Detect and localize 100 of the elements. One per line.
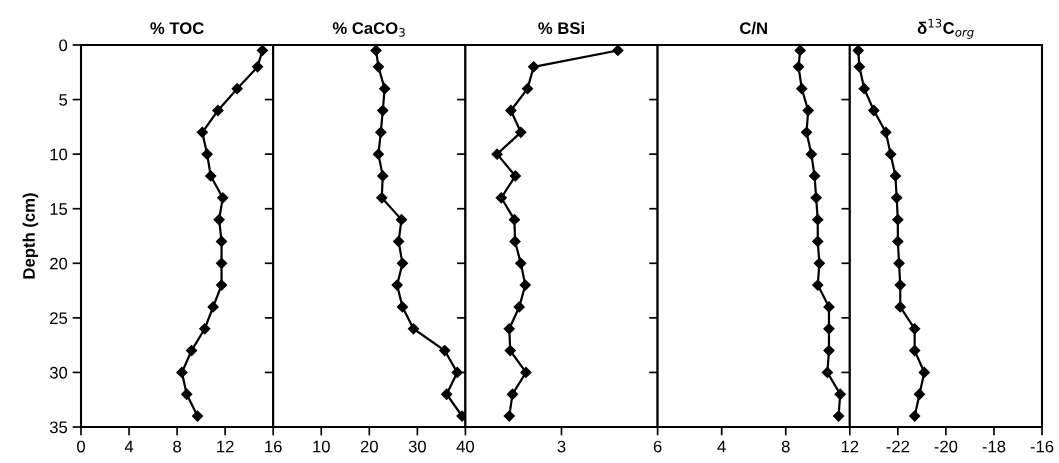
point (395, 214, 408, 226)
x-tick-label: 0 (77, 440, 85, 453)
point (880, 126, 892, 138)
point (393, 235, 405, 248)
x-tick-label: 10 (313, 440, 330, 453)
y-tick-label: 20 (50, 257, 68, 270)
point (256, 45, 268, 57)
point (503, 323, 515, 335)
point (213, 214, 225, 226)
x-tick-label: 40 (456, 440, 475, 453)
point (370, 45, 382, 57)
point (858, 83, 870, 95)
y-axis-title: Depth (cm) (22, 193, 39, 279)
point (181, 388, 193, 400)
point (215, 235, 228, 248)
point (909, 410, 921, 422)
point (909, 344, 921, 357)
x-tick-label: 8 (781, 440, 790, 453)
point (504, 344, 516, 357)
chart-title: % BSi (538, 21, 584, 35)
point (391, 279, 403, 291)
point (812, 279, 824, 291)
point (515, 257, 527, 269)
x-tick-label: 6 (653, 440, 662, 453)
point (508, 214, 521, 226)
x-tick-label: 4 (717, 440, 726, 453)
point (199, 323, 211, 335)
point (196, 126, 208, 138)
point (796, 83, 808, 95)
point (832, 410, 845, 422)
point (802, 104, 814, 117)
point (894, 279, 906, 291)
point (892, 235, 904, 248)
y-tick-label: 5 (59, 94, 68, 106)
point (212, 104, 224, 117)
point (396, 257, 409, 269)
point (372, 61, 385, 73)
point (509, 235, 521, 248)
chart-title: % TOC (150, 22, 204, 35)
y-tick-label: 15 (50, 203, 68, 215)
point (885, 148, 897, 160)
point (439, 344, 451, 357)
chart-title: δ$^{13}$C$_{org}$ (917, 18, 974, 39)
point (379, 83, 391, 95)
point (217, 192, 229, 204)
point (792, 61, 805, 73)
point (893, 257, 905, 269)
x-tick-label: -16 (1030, 440, 1054, 453)
point (491, 148, 503, 160)
chart-title: C/N (740, 21, 767, 35)
point (805, 148, 817, 160)
point (451, 366, 463, 379)
x-tick-label: -18 (982, 440, 1006, 453)
point (376, 192, 388, 204)
point (521, 83, 534, 95)
point (812, 235, 824, 248)
point (215, 257, 228, 269)
point (456, 410, 466, 422)
point (372, 148, 385, 160)
point (823, 323, 835, 335)
x-tick-label: 30 (408, 440, 426, 453)
point (519, 279, 531, 291)
x-tick-label: 20 (360, 440, 378, 453)
point (377, 104, 389, 117)
point (520, 366, 532, 379)
point (823, 344, 835, 357)
point (215, 279, 228, 291)
point (505, 104, 517, 117)
point (894, 301, 906, 313)
y-tick-label: 35 (49, 421, 68, 434)
x-tick-label: 12 (217, 440, 234, 453)
point (913, 388, 926, 400)
point (853, 61, 866, 73)
point (207, 301, 219, 313)
point (808, 170, 821, 182)
y-tick-label: 25 (50, 312, 68, 325)
point (918, 366, 930, 379)
point (612, 45, 624, 57)
point (834, 388, 846, 400)
point (396, 301, 409, 313)
x-tick-label: -20 (934, 440, 958, 453)
point (407, 323, 420, 335)
point (506, 388, 519, 400)
point (191, 410, 204, 422)
point (794, 45, 806, 57)
point (892, 214, 904, 226)
point (889, 170, 902, 182)
point (375, 126, 387, 138)
y-tick-label: 30 (49, 366, 68, 379)
point (891, 192, 903, 204)
point (503, 410, 515, 422)
point (813, 257, 825, 269)
point (495, 192, 507, 204)
point (513, 301, 525, 313)
point (185, 344, 198, 357)
point (231, 83, 243, 95)
point (441, 388, 453, 400)
point (251, 61, 264, 73)
point (377, 170, 389, 182)
point (515, 126, 527, 138)
